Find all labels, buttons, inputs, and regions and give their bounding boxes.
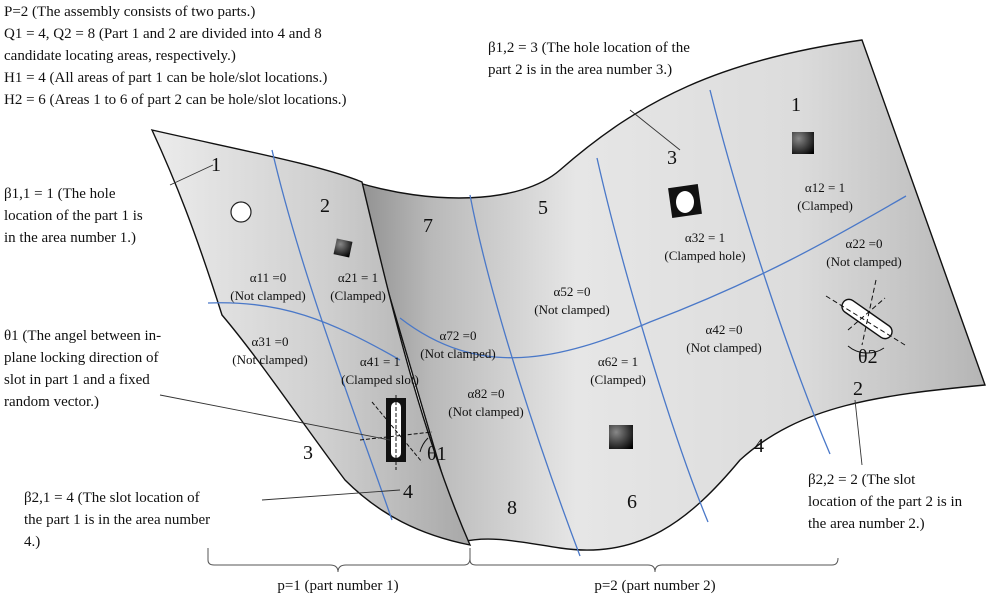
part2-area-2: 2 <box>853 378 863 400</box>
brace-part2-label: p=2 (part number 2) <box>594 578 716 594</box>
beta21-line-3: 4.) <box>24 534 41 550</box>
part2-area-3: 3 <box>667 147 677 169</box>
part1-area-lines <box>207 149 401 521</box>
part2-area-7: 7 <box>423 215 433 237</box>
part2-area-6: 6 <box>627 491 637 513</box>
part2-clamp-square-1 <box>792 132 814 154</box>
part1-slot <box>359 395 433 470</box>
alpha82-state: (Not clamped) <box>448 404 524 419</box>
beta22-line-2: location of the part 2 is in <box>808 494 963 510</box>
alpha41-label: α41 = 1 <box>359 354 401 369</box>
beta11-line-1: β1,1 = 1 (The hole <box>4 186 116 202</box>
alpha82-label: α82 =0 <box>467 386 505 401</box>
alpha62-state: (Clamped) <box>590 372 646 387</box>
alpha11-state: (Not clamped) <box>230 288 306 303</box>
braces <box>207 548 839 573</box>
beta21-line-2: the part 1 is in the area number <box>24 512 211 528</box>
part2-area-5: 5 <box>538 197 548 219</box>
part2-area-lines <box>399 89 907 557</box>
theta2-label: θ2 <box>858 346 878 368</box>
alpha41-state: (Clamped slot) <box>341 372 419 387</box>
beta22-line-3: the area number 2.) <box>808 516 925 532</box>
alpha42-state: (Not clamped) <box>686 340 762 355</box>
theta1-line-3: slot in part 1 and a fixed <box>4 372 150 388</box>
beta22-line-1: β2,2 = 2 (The slot <box>808 472 916 488</box>
theta1-line-4: random vector.) <box>4 394 99 410</box>
beta12-line-1: β1,2 = 3 (The hole location of the <box>488 40 690 56</box>
beta12-line-2: part 2 is in the area number 3.) <box>488 62 673 78</box>
theta1-label: θ1 <box>427 443 447 465</box>
header-line-1: P=2 (The assembly consists of two parts.… <box>4 4 256 20</box>
header-line-5: H2 = 6 (Areas 1 to 6 of part 2 can be ho… <box>4 92 347 108</box>
alpha22-state: (Not clamped) <box>826 254 902 269</box>
part1-area-2: 2 <box>320 195 330 217</box>
alpha32-state: (Clamped hole) <box>664 248 746 263</box>
theta1-line-1: θ1 (The angel between in- <box>4 328 162 344</box>
theta1-line-2: plane locking direction of <box>4 350 159 366</box>
leader-lines <box>159 109 863 501</box>
part2-hole <box>676 191 694 213</box>
header-line-4: H1 = 4 (All areas of part 1 can be hole/… <box>4 70 328 86</box>
alpha62-label: α62 = 1 <box>597 354 639 369</box>
header-line-2: Q1 = 4, Q2 = 8 (Part 1 and 2 are divided… <box>4 26 322 42</box>
alpha31-state: (Not clamped) <box>232 352 308 367</box>
alpha72-label: α72 =0 <box>439 328 477 343</box>
part2-area-1: 1 <box>791 94 801 116</box>
alpha21-label: α21 = 1 <box>337 270 379 285</box>
alpha52-label: α52 =0 <box>553 284 591 299</box>
part1-clamp-square <box>333 238 353 258</box>
alpha31-label: α31 =0 <box>251 334 289 349</box>
part1-area-1: 1 <box>211 154 221 176</box>
alpha12-label: α12 = 1 <box>804 180 846 195</box>
beta11-line-3: in the area number 1.) <box>4 230 137 246</box>
alpha12-state: (Clamped) <box>797 198 853 213</box>
part1-area-3: 3 <box>303 442 313 464</box>
alpha42-label: α42 =0 <box>705 322 743 337</box>
beta21-line-1: β2,1 = 4 (The slot location of <box>24 490 200 506</box>
alpha52-state: (Not clamped) <box>534 302 610 317</box>
part2-area-4: 4 <box>754 435 764 457</box>
part1-hole <box>230 201 252 223</box>
brace-part1-label: p=1 (part number 1) <box>277 578 399 594</box>
alpha32-label: α32 = 1 <box>684 230 726 245</box>
header-line-3: candidate locating areas, respectively.) <box>4 48 236 64</box>
part2-clamp-square-6 <box>609 425 633 449</box>
alpha11-label: α11 =0 <box>249 270 287 285</box>
part2-slot <box>825 279 906 354</box>
part2-area-8: 8 <box>507 497 517 519</box>
alpha21-state: (Clamped) <box>330 288 386 303</box>
alpha72-state: (Not clamped) <box>420 346 496 361</box>
beta11-line-2: location of the part 1 is <box>4 208 143 224</box>
part1-area-4: 4 <box>403 481 413 503</box>
part2-sheet <box>354 39 986 551</box>
alpha22-label: α22 =0 <box>845 236 883 251</box>
